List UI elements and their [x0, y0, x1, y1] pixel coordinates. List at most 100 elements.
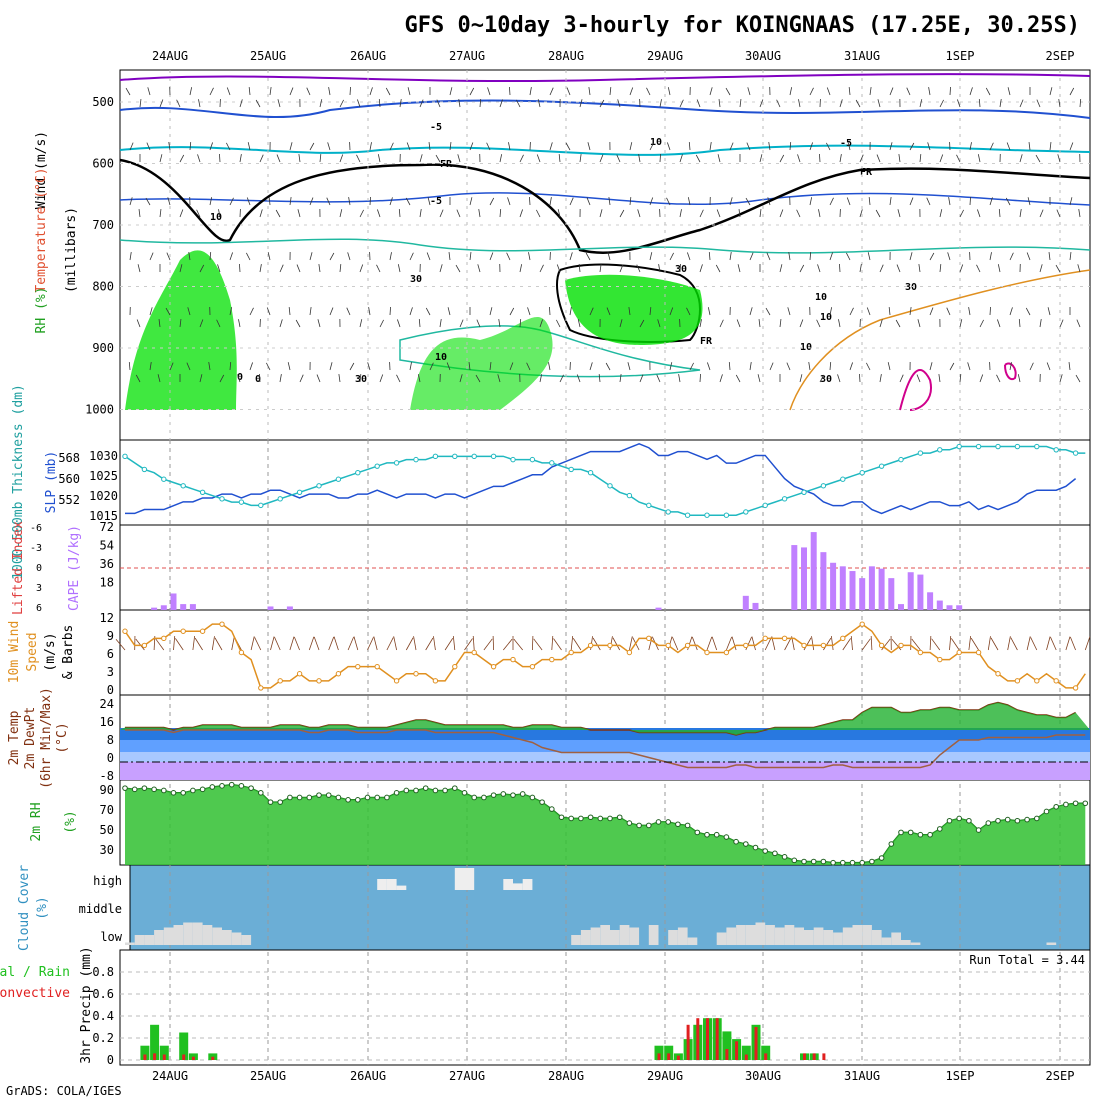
- precip-total-bar: [654, 1045, 664, 1060]
- rh2m-point: [946, 817, 953, 824]
- wind-barb: [919, 99, 923, 108]
- wind-barb: [809, 87, 814, 96]
- wind10-speed-line-point: [432, 678, 439, 684]
- rh2m-point: [626, 820, 633, 826]
- wind-barb: [916, 374, 921, 383]
- wind-barb: [1069, 142, 1074, 151]
- wind10-barb: [353, 636, 359, 651]
- thickness-line-point: [258, 502, 264, 509]
- wind-barb: [839, 99, 843, 108]
- freezing-level-line: [556, 263, 701, 343]
- wind-barb: [1026, 252, 1031, 261]
- wind10-barb: [691, 636, 698, 651]
- precip-convective-bar: [686, 1024, 690, 1060]
- wind10-speed-line-point: [704, 649, 710, 656]
- wind10-barb: [970, 637, 979, 651]
- wind-barb: [1046, 362, 1051, 371]
- thickness-line-point: [1014, 443, 1021, 450]
- cloud-low-bar: [619, 925, 630, 945]
- wind-barb: [499, 208, 502, 218]
- wind-barb: [826, 87, 831, 96]
- wind-barb: [369, 87, 373, 96]
- rh2m-point: [471, 794, 478, 801]
- wind-barb: [469, 142, 474, 151]
- contour-label: 30: [820, 374, 832, 385]
- cape-bar: [936, 600, 943, 610]
- rh-area: [125, 250, 237, 410]
- wind10-barb: [413, 636, 417, 651]
- wind-barb: [469, 252, 472, 261]
- wind-barb: [209, 251, 212, 261]
- wind-barb: [1018, 318, 1021, 328]
- wind-barb: [468, 362, 471, 371]
- temp-color-band: [120, 752, 1090, 762]
- wind10-speed-line-point: [335, 671, 342, 677]
- precip-convective-bar: [143, 1054, 147, 1060]
- wind-barb: [539, 374, 543, 383]
- wind-barb: [249, 362, 253, 371]
- wind10-barb: [951, 638, 960, 651]
- rh2m-point: [432, 787, 439, 794]
- wind-barb: [1049, 87, 1053, 96]
- cloud-low-bar: [202, 925, 213, 945]
- wind-barb: [259, 209, 263, 218]
- cloud-low-bar: [580, 930, 591, 945]
- wind-barb: [238, 319, 241, 328]
- wind-barb: [786, 362, 791, 371]
- wind-barb: [439, 209, 444, 218]
- rh2m-point: [975, 827, 982, 833]
- wind10-barb: [175, 638, 184, 651]
- pressure-tick: 500: [92, 95, 114, 109]
- wind-barb: [1055, 264, 1061, 273]
- thickness-line-point: [180, 483, 186, 489]
- wind-barb: [249, 307, 254, 316]
- thickness-line-point: [684, 512, 691, 518]
- rh2m-point: [752, 844, 759, 851]
- wind-barb: [946, 307, 951, 316]
- wind-barb: [719, 374, 723, 383]
- dewpt2m-line: [125, 729, 1086, 769]
- wind10-barb: [115, 639, 126, 651]
- wind-barb: [509, 307, 515, 316]
- wind-barb: [209, 142, 213, 151]
- cape-tick-right: 18: [100, 576, 114, 590]
- upper-air-panel: [119, 69, 1091, 441]
- cloud-low-bar: [629, 927, 640, 945]
- wind-barb: [799, 374, 803, 383]
- contour-label: 30: [675, 264, 687, 275]
- wind-barb: [427, 197, 431, 206]
- wind-barb: [859, 373, 861, 383]
- rh2m-point: [490, 792, 497, 798]
- wind-barb: [669, 252, 674, 261]
- rh2m-point: [704, 831, 710, 838]
- wind-barb: [406, 142, 411, 151]
- wind-barb: [787, 307, 791, 316]
- wind10-barb: [850, 636, 853, 651]
- wind-barb: [838, 319, 841, 328]
- cloud-low-bar: [794, 927, 804, 945]
- wind10-barb: [444, 638, 454, 651]
- wind10-speed-line-point: [355, 663, 361, 670]
- wind-barb: [359, 319, 363, 328]
- wind10-barb: [784, 637, 792, 651]
- wind-barb: [179, 319, 182, 328]
- cloud-low-bar: [852, 925, 863, 945]
- thickness-line-point: [510, 456, 516, 463]
- wind-barb: [689, 362, 694, 371]
- wind-barb: [1049, 142, 1052, 151]
- wind-barb: [309, 307, 312, 316]
- precip-total-bar: [150, 1024, 160, 1060]
- wind-barb: [929, 307, 934, 316]
- wind-barb: [246, 252, 251, 261]
- rh2m-point: [384, 794, 390, 801]
- thickness-line-point: [549, 460, 555, 466]
- rh2m-point: [607, 815, 613, 822]
- cloud-low-bar: [163, 927, 174, 945]
- temp2m-fill: [120, 702, 1090, 735]
- rh2m-point: [849, 859, 856, 866]
- wind10-ylabel: Speed: [25, 632, 40, 671]
- wind10-speed-line-point: [684, 642, 691, 649]
- upper-air-rh-shading: [125, 250, 703, 410]
- date-label-bottom: 25AUG: [250, 1069, 286, 1083]
- precip-total-bar: [179, 1032, 189, 1060]
